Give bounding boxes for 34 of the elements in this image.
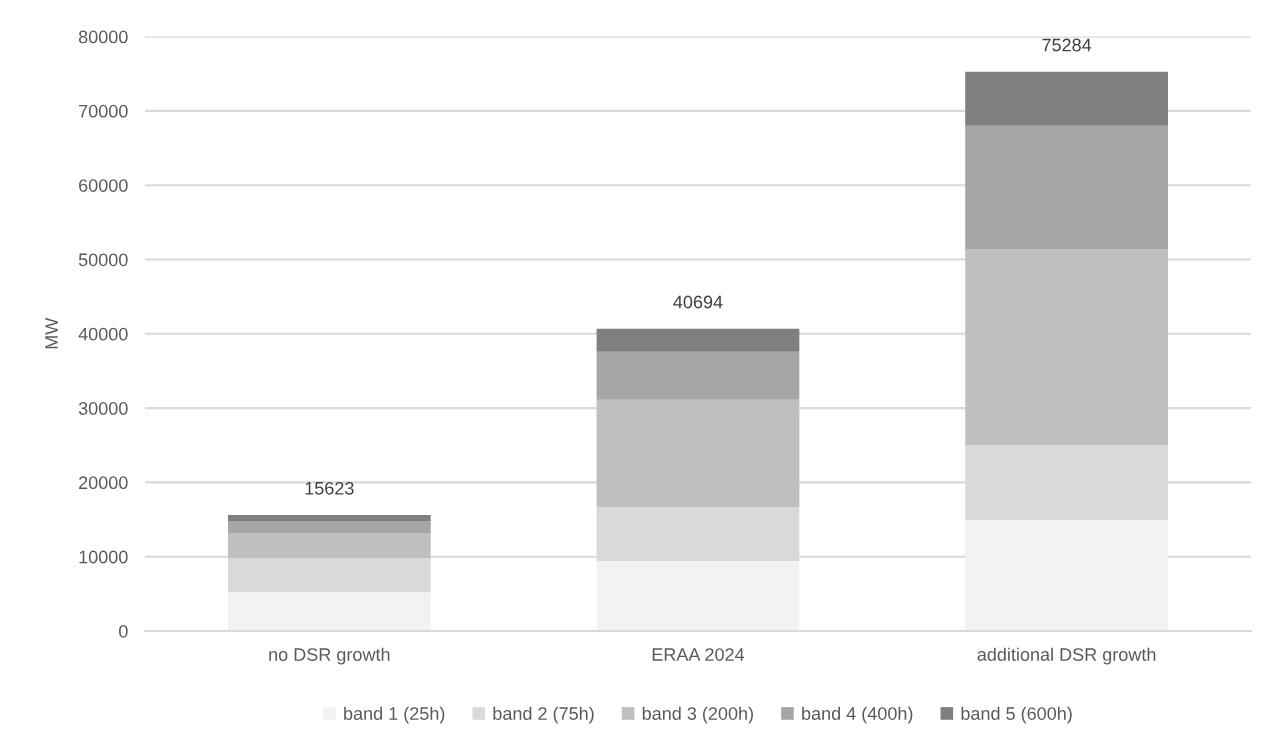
y-tick-label: 70000 (79, 104, 128, 118)
bar (965, 71, 1168, 126)
bar (596, 560, 800, 631)
y-tick-label: 50000 (78, 253, 128, 267)
y-tick-label: 60000 (79, 179, 128, 192)
legend-label: band 3 (200h) (642, 706, 753, 724)
y-tick-label: 10000 (79, 550, 128, 564)
bar (227, 521, 431, 533)
total-label: 40694 (673, 295, 723, 309)
bar (596, 351, 800, 400)
bar (596, 328, 800, 352)
y-tick-label: 80000 (78, 30, 128, 44)
bar (965, 249, 1168, 446)
y-tick-label: 40000 (78, 327, 128, 341)
legend-label: band 1 (25h) (344, 706, 445, 724)
total-label: 75284 (1042, 38, 1092, 52)
bar (965, 125, 1168, 250)
y-axis-title: MW (45, 317, 58, 349)
x-tick-label: additional DSR growth (977, 647, 1156, 665)
y-tick-label: 0 (119, 624, 128, 638)
bar (227, 514, 431, 522)
legend-label: band 5 (600h) (961, 706, 1072, 724)
x-tick-label: ERAA 2024 (652, 648, 745, 661)
x-tick-label: no DSR growth (269, 647, 390, 665)
bar (227, 592, 431, 631)
legend-label: band 2 (75h) (493, 706, 594, 724)
bar (965, 520, 1168, 631)
bar (227, 558, 431, 593)
total-label: 15623 (305, 481, 354, 495)
bar (227, 532, 431, 559)
legend-label: band 4 (400h) (802, 706, 913, 724)
y-tick-label: 20000 (79, 476, 128, 490)
y-tick-label: 30000 (78, 402, 128, 415)
bar (596, 399, 800, 507)
